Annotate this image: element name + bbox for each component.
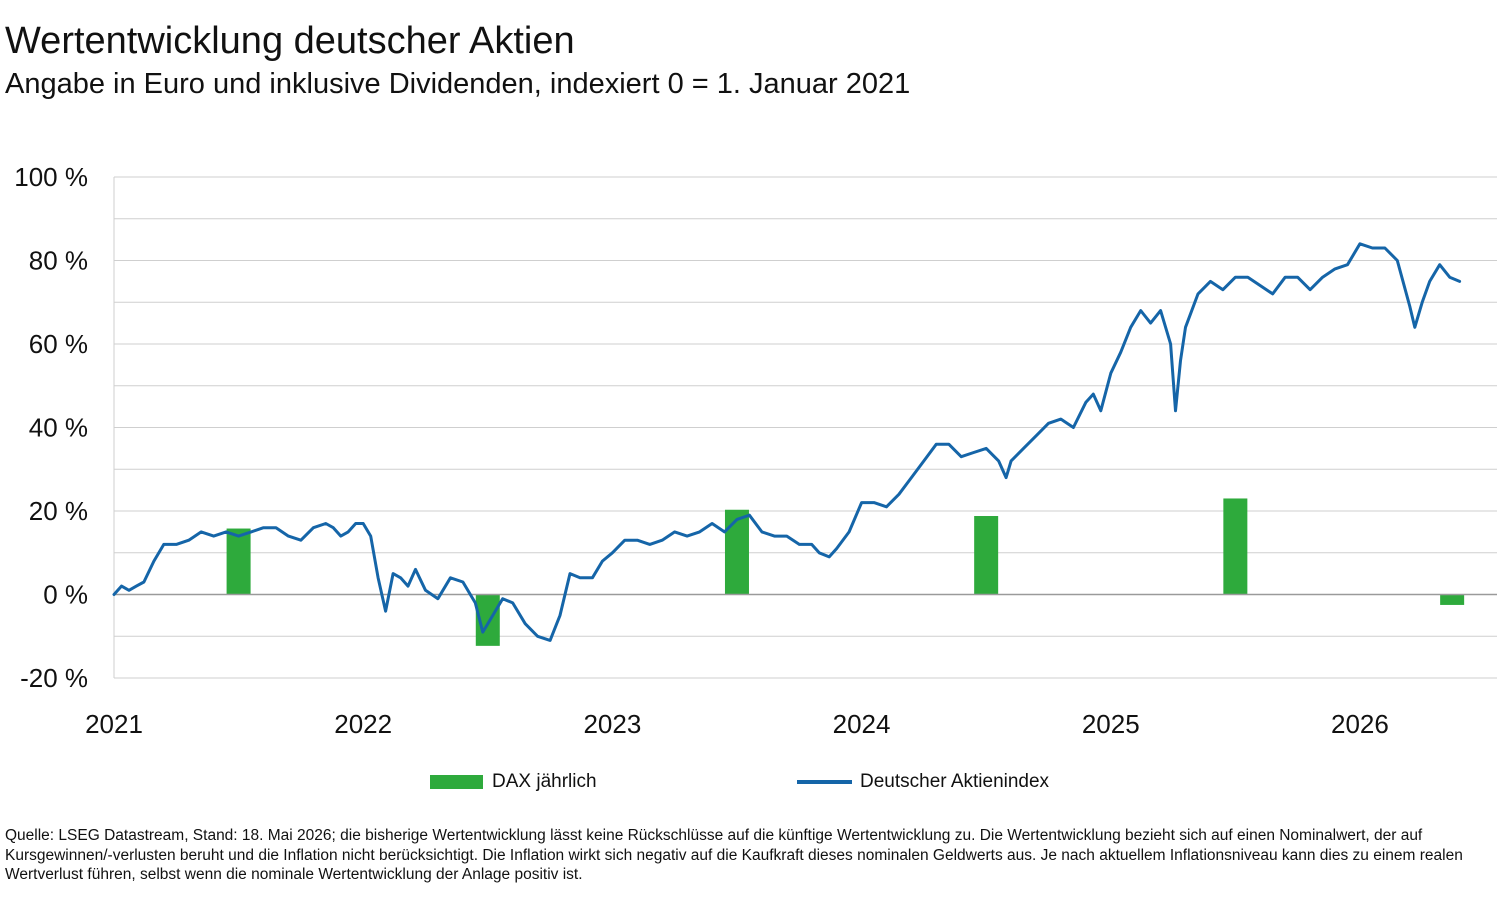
source-footnote: Quelle: LSEG Datastream, Stand: 18. Mai … [5, 827, 1463, 883]
x-tick-label: 2021 [85, 709, 143, 739]
legend-bar-swatch [430, 775, 483, 789]
y-tick-label: 40 % [29, 413, 88, 443]
legend-bar-label: DAX jährlich [492, 771, 597, 792]
grid-lines [113, 176, 1497, 679]
legend-item-bars: DAX jährlich [430, 770, 597, 794]
x-tick-label: 2025 [1082, 709, 1140, 739]
chart-title: Wertentwicklung deutscher Aktien [5, 20, 575, 62]
line-series [112, 242, 1462, 642]
line-series-path [112, 242, 1462, 642]
x-tick-label: 2023 [583, 709, 641, 739]
chart-plot: -20 %0 %20 %40 %60 %80 %100 % 2021 2022 20… [14, 162, 1497, 739]
bar [724, 509, 749, 595]
x-tick-label: 2022 [334, 709, 392, 739]
bar [1440, 594, 1465, 605]
y-tick-label: 100 % [14, 162, 88, 192]
bar-series [226, 498, 1465, 646]
bar [226, 528, 251, 595]
x-tick-label: 2026 [1331, 709, 1389, 739]
legend-line-label: Deutscher Aktienindex [860, 771, 1050, 792]
x-axis-ticks: 2021 2022 2023 2024 2025 2026 [85, 709, 1389, 739]
y-tick-label: 20 % [29, 496, 88, 526]
y-tick-label: 0 % [43, 580, 88, 610]
x-tick-label: 2024 [833, 709, 891, 739]
bar [974, 516, 999, 595]
legend-item-line: Deutscher Aktienindex [797, 770, 1049, 794]
y-tick-label: -20 % [20, 663, 88, 693]
y-tick-label: 80 % [29, 246, 88, 276]
legend-line-swatch [797, 780, 852, 784]
bar [1223, 498, 1248, 595]
y-tick-label: 60 % [29, 329, 88, 359]
y-axis-ticks: -20 % 0 % 20 % 40 % 60 % 80 % 100 % [14, 162, 88, 693]
chart-subtitle: Angabe in Euro und inklusive Dividenden,… [5, 68, 911, 100]
